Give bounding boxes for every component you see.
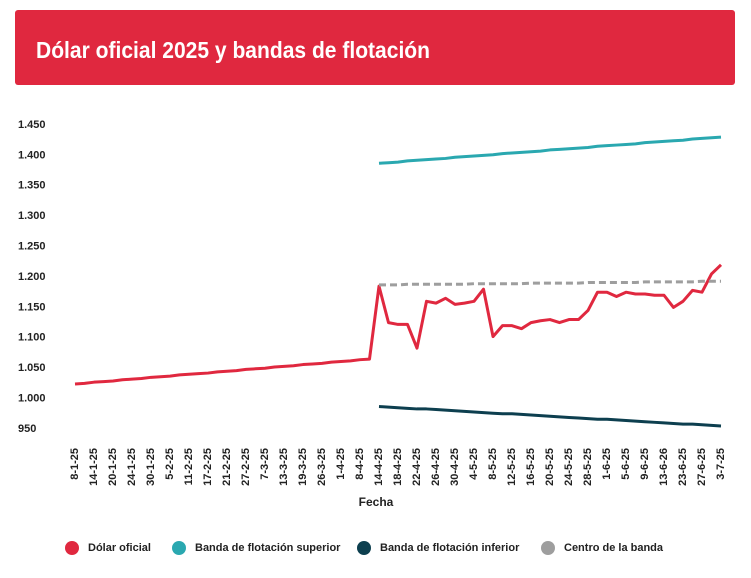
x-tick-label: 30-1-25: [145, 448, 157, 486]
x-tick-label: 28-5-25: [582, 448, 594, 486]
x-tick-label: 8-1-25: [69, 448, 81, 480]
x-tick-label: 9-6-25: [639, 448, 651, 480]
x-tick-label: 5-6-25: [620, 448, 632, 480]
x-tick-label: 7-3-25: [259, 448, 271, 480]
y-tick-label: 1.250: [18, 241, 46, 253]
legend-label: Dólar oficial: [88, 542, 151, 554]
x-tick-label: 27-2-25: [240, 448, 252, 486]
legend-label: Centro de la banda: [564, 542, 664, 554]
header-box: [15, 10, 735, 85]
x-tick-label: 16-5-25: [525, 448, 537, 486]
x-tick-label: 22-4-25: [411, 448, 423, 486]
y-tick-label: 1.000: [18, 393, 46, 405]
x-tick-label: 11-2-25: [183, 448, 195, 485]
x-tick-label: 14-4-25: [373, 448, 385, 486]
legend-swatch: [65, 541, 79, 555]
legend-label: Banda de flotación superior: [195, 542, 341, 554]
y-tick-label: 1.300: [18, 210, 46, 222]
y-tick-label: 1.050: [18, 362, 46, 374]
x-tick-label: 30-4-25: [449, 448, 461, 486]
x-tick-label: 8-4-25: [354, 448, 366, 480]
series-line: [378, 135, 722, 165]
x-tick-label: 26-3-25: [316, 448, 328, 486]
x-tick-label: 20-5-25: [544, 448, 556, 486]
y-tick-label: 1.350: [18, 180, 46, 192]
x-tick-label: 23-6-25: [677, 448, 689, 486]
y-tick-label: 950: [18, 423, 36, 435]
x-tick-label: 17-2-25: [202, 448, 214, 486]
y-tick-label: 1.400: [18, 149, 46, 161]
y-tick-label: 1.100: [18, 332, 46, 344]
legend-label: Banda de flotación inferior: [380, 542, 520, 554]
x-tick-label: 13-6-26: [658, 448, 670, 486]
y-tick-label: 1.200: [18, 271, 46, 283]
legend-swatch: [541, 541, 555, 555]
x-tick-label: 26-4-25: [430, 448, 442, 486]
series-line: [378, 405, 722, 428]
x-tick-label: 27-6-25: [696, 448, 708, 486]
x-tick-label: 13-3-25: [278, 448, 290, 486]
x-tick-label: 12-5-25: [506, 448, 518, 486]
series-line: [379, 279, 721, 287]
x-tick-label: 1-4-25: [335, 448, 347, 480]
x-tick-label: 3-7-25: [715, 448, 727, 480]
x-tick-label: 18-4-25: [392, 448, 404, 486]
x-tick-label: 5-2-25: [164, 448, 176, 480]
x-tick-label: 8-5-25: [487, 448, 499, 480]
series-line: [74, 263, 723, 386]
y-tick-label: 1.150: [18, 301, 46, 313]
x-tick-label: 14-1-25: [88, 448, 100, 486]
chart-title: Dólar oficial 2025 y bandas de flotación: [36, 37, 430, 63]
y-tick-label: 1.450: [18, 119, 46, 131]
x-tick-label: 20-1-25: [107, 448, 119, 486]
x-tick-label: 4-5-25: [468, 448, 480, 480]
legend-swatch: [357, 541, 371, 555]
x-tick-label: 19-3-25: [297, 448, 309, 486]
x-tick-label: 24-5-25: [563, 448, 575, 486]
x-tick-label: 24-1-25: [126, 448, 138, 486]
x-axis-label: Fecha: [359, 495, 394, 509]
x-tick-label: 1-6-25: [601, 448, 613, 480]
x-tick-label: 21-2-25: [221, 448, 233, 486]
legend-swatch: [172, 541, 186, 555]
